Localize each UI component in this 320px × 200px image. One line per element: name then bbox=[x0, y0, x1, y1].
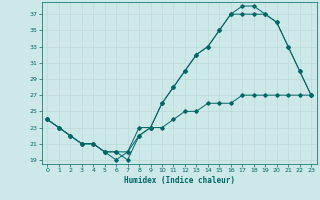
X-axis label: Humidex (Indice chaleur): Humidex (Indice chaleur) bbox=[124, 176, 235, 185]
